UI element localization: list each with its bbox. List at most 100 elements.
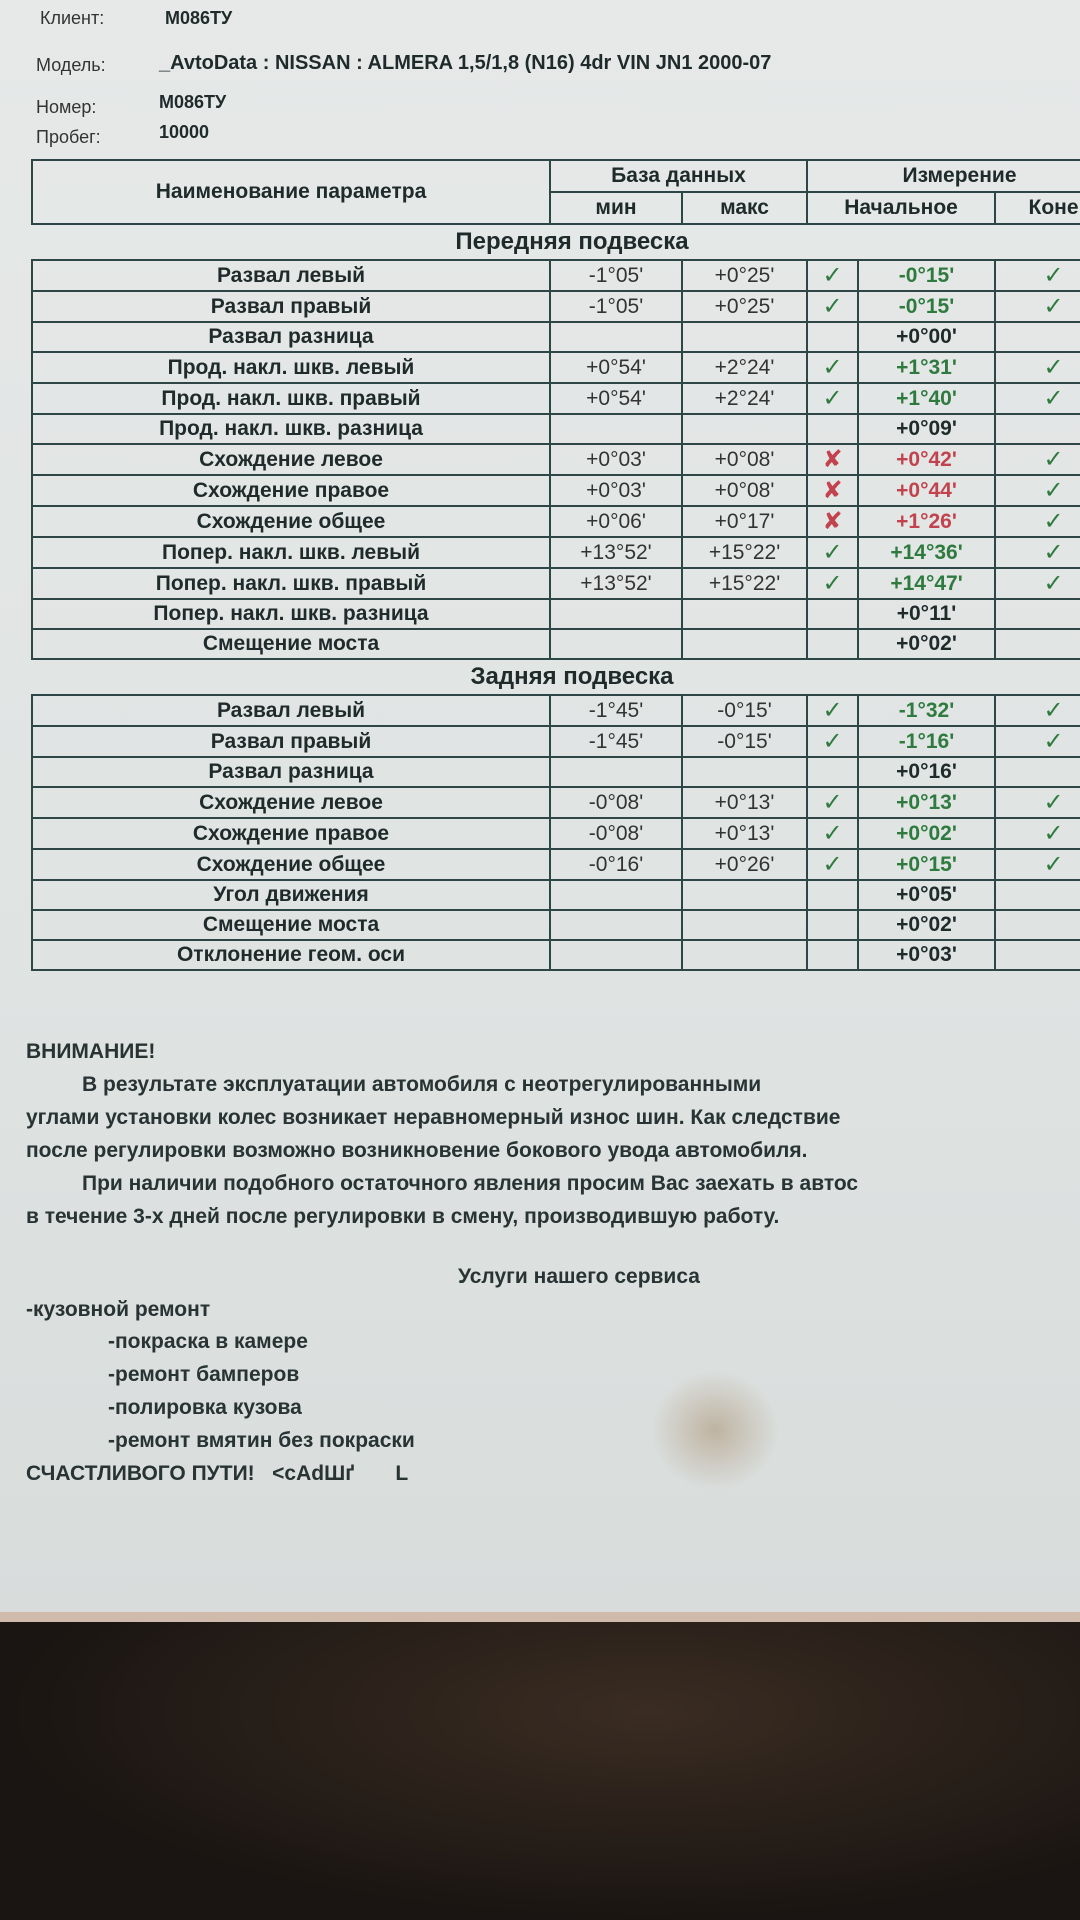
- final-status-icon: [994, 628, 1080, 660]
- min-value: +0°54': [549, 351, 683, 384]
- initial-value: +0°16': [857, 756, 997, 788]
- max-value: [680, 879, 809, 911]
- max-value: -0°15': [680, 694, 809, 727]
- param-name: Прод. накл. шкв. разница: [31, 413, 551, 445]
- dark-background: [0, 1622, 1080, 1920]
- final-status-icon: ✓: [994, 817, 1080, 850]
- table-row: Развал разница +0°16': [31, 756, 1080, 788]
- status-icon: [806, 909, 860, 941]
- alignment-table: Наименование параметра База данных Измер…: [31, 159, 1080, 971]
- status-icon: [806, 628, 860, 660]
- measure-header: Измерение: [806, 159, 1080, 193]
- max-value: +15°22': [680, 536, 809, 569]
- initial-value: +0°42': [857, 443, 997, 476]
- initial-value: +0°09': [857, 413, 997, 445]
- paper-edge: [0, 1612, 1080, 1624]
- min-value: -0°08': [549, 786, 683, 819]
- min-value: -1°45': [549, 694, 683, 727]
- final-status-icon: ✓: [994, 351, 1080, 384]
- param-name: Схождение левое: [31, 786, 551, 819]
- min-value: [549, 413, 683, 445]
- max-value: +0°13': [680, 817, 809, 850]
- max-value: +0°17': [680, 505, 809, 538]
- initial-value: +0°02': [857, 909, 997, 941]
- table-row: Отклонение геом. оси +0°03': [31, 939, 1080, 971]
- table-row: Схождение общее +0°06' +0°17' ✘ +1°26' ✓: [31, 505, 1080, 538]
- final-status-icon: [994, 756, 1080, 788]
- status-icon: [806, 413, 860, 445]
- final-status-icon: ✓: [994, 474, 1080, 507]
- status-icon: [806, 879, 860, 911]
- min-value: [549, 939, 683, 971]
- param-name: Смещение моста: [31, 909, 551, 941]
- param-name: Попер. накл. шкв. левый: [31, 536, 551, 569]
- initial-value: +14°47': [857, 567, 997, 600]
- param-name: Развал разница: [31, 321, 551, 353]
- min-value: +13°52': [549, 567, 683, 600]
- min-header: мин: [549, 191, 683, 225]
- param-name: Смещение моста: [31, 628, 551, 660]
- final-status-icon: ✓: [994, 259, 1080, 292]
- notice-line: после регулировки возможно возникновение…: [26, 1139, 808, 1162]
- min-value: +13°52': [549, 536, 683, 569]
- notice-line: углами установки колес возникает неравно…: [26, 1106, 841, 1129]
- max-value: [680, 756, 809, 788]
- initial-value: +1°31': [857, 351, 997, 384]
- max-value: +2°24': [680, 382, 809, 415]
- min-value: -1°05': [549, 259, 683, 292]
- model-value: _AvtoData : NISSAN : ALMERA 1,5/1,8 (N16…: [159, 52, 772, 74]
- max-value: +0°25': [680, 259, 809, 292]
- table-row: Прод. накл. шкв. правый +0°54' +2°24' ✓ +1°4…: [31, 382, 1080, 415]
- status-icon: [806, 321, 860, 353]
- notice-title: ВНИМАНИЕ!: [26, 1040, 156, 1063]
- initial-value: -1°32': [857, 694, 997, 727]
- min-value: [549, 909, 683, 941]
- final-status-icon: ✓: [994, 694, 1080, 727]
- notice-line: В результате эксплуатации автомобиля с н…: [82, 1073, 762, 1096]
- table-row: Угол движения +0°05': [31, 879, 1080, 911]
- status-icon: ✓: [806, 848, 860, 881]
- final-status-icon: ✓: [994, 382, 1080, 415]
- final-header: Коне: [994, 191, 1080, 225]
- initial-value: +0°11': [857, 598, 997, 630]
- min-value: [549, 756, 683, 788]
- min-value: +0°06': [549, 505, 683, 538]
- service-item: -полировка кузова: [108, 1396, 302, 1419]
- service-item: -ремонт бамперов: [108, 1363, 300, 1386]
- initial-value: +0°02': [857, 817, 997, 850]
- max-value: [680, 598, 809, 630]
- db-header: База данных: [548, 159, 809, 193]
- table-row: Схождение правое -0°08' +0°13' ✓ +0°02' ✓: [31, 817, 1080, 850]
- param-name: Схождение правое: [31, 817, 551, 850]
- param-name: Попер. накл. шкв. разница: [31, 598, 551, 630]
- min-value: +0°03': [549, 443, 683, 476]
- initial-header: Начальное: [806, 191, 997, 225]
- final-status-icon: ✓: [994, 290, 1080, 323]
- param-name: Развал левый: [31, 694, 551, 727]
- initial-value: +0°44': [857, 474, 997, 507]
- final-status-icon: ✓: [994, 443, 1080, 476]
- final-status-icon: [994, 413, 1080, 445]
- client-value: М086ТУ: [165, 8, 233, 28]
- max-value: +0°08': [680, 474, 809, 507]
- table-row: Попер. накл. шкв. разница +0°11': [31, 598, 1080, 630]
- param-name: Угол движения: [31, 879, 551, 911]
- initial-value: +1°40': [857, 382, 997, 415]
- status-icon: ✓: [806, 259, 860, 292]
- table-row: Смещение моста +0°02': [31, 909, 1080, 941]
- table-row: Схождение левое -0°08' +0°13' ✓ +0°13' ✓: [31, 786, 1080, 819]
- max-value: +15°22': [680, 567, 809, 600]
- client-label: Клиент:: [40, 8, 105, 28]
- initial-value: +0°03': [857, 939, 997, 971]
- table-row: Попер. накл. шкв. левый +13°52' +15°22' ✓ +1…: [31, 536, 1080, 569]
- initial-value: +0°13': [857, 786, 997, 819]
- param-name: Отклонение геом. оси: [31, 939, 551, 971]
- min-value: -1°05': [549, 290, 683, 323]
- section-title: Передняя подвеска: [32, 223, 1080, 261]
- notice-line: в течение 3-х дней после регулировки в с…: [26, 1205, 780, 1228]
- table-row: Развал правый -1°05' +0°25' ✓ -0°15' ✓: [31, 290, 1080, 323]
- final-status-icon: ✓: [994, 505, 1080, 538]
- min-value: [549, 879, 683, 911]
- status-icon: ✓: [806, 351, 860, 384]
- number-value: М086ТУ: [159, 92, 227, 112]
